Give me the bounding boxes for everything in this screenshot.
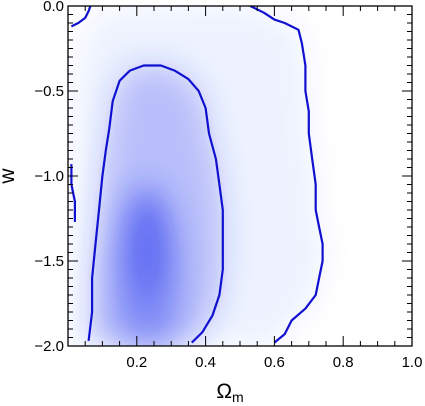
contour-inner bbox=[87, 64, 224, 344]
x-tick-label: 0.2 bbox=[126, 354, 147, 371]
x-tick-label: 0.6 bbox=[264, 354, 285, 371]
y-tick-label: −0.5 bbox=[34, 83, 64, 100]
x-tick-label: 1.0 bbox=[402, 354, 423, 371]
contour-outer bbox=[249, 6, 324, 344]
y-axis-label: w bbox=[0, 168, 19, 185]
density-core-2 bbox=[129, 201, 165, 294]
tick-layer bbox=[67, 5, 413, 347]
density-layer bbox=[74, 6, 323, 346]
y-tick-label: −1.5 bbox=[34, 253, 64, 270]
y-tick-label: −2.0 bbox=[34, 338, 64, 355]
x-tick-label: 0.8 bbox=[333, 354, 354, 371]
x-axis-label-subscript: m bbox=[232, 389, 244, 405]
contour-outer-left-top bbox=[70, 6, 92, 28]
y-tick-label: −1.0 bbox=[34, 168, 64, 185]
contour-outer-left-mid bbox=[70, 164, 76, 222]
contour-layer bbox=[70, 6, 324, 344]
x-axis-label: Ωm bbox=[216, 380, 243, 405]
y-tick-label: 0.0 bbox=[43, 0, 64, 15]
x-tick-label: 0.4 bbox=[195, 354, 216, 371]
